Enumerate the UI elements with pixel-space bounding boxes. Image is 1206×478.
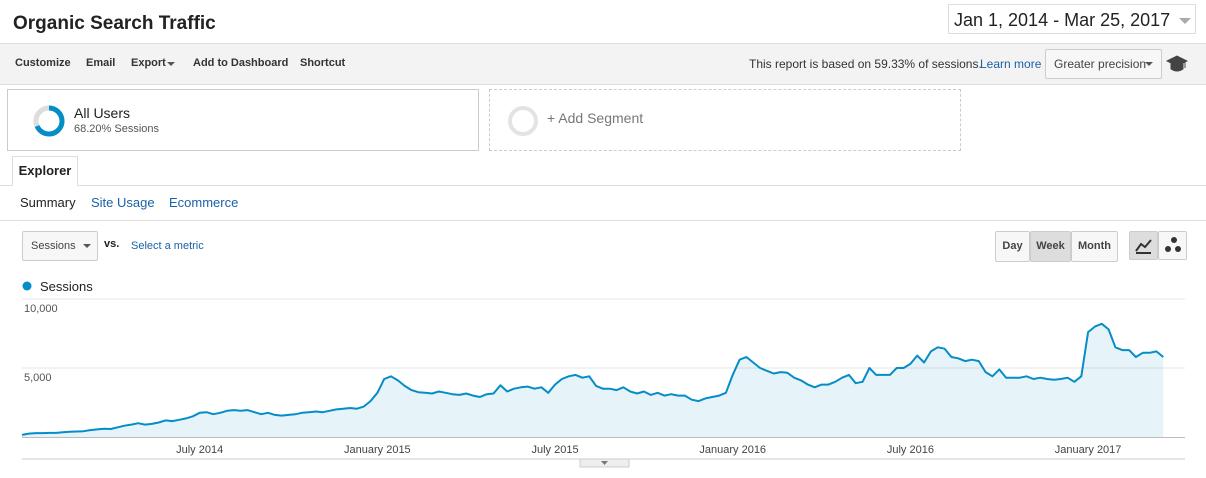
add-segment-label: + Add Segment bbox=[547, 110, 644, 126]
legend-swatch bbox=[22, 281, 32, 291]
donut-arc bbox=[33, 105, 65, 137]
subtab[interactable]: Site Usage bbox=[91, 195, 155, 210]
icon-shape bbox=[1171, 237, 1177, 243]
line-chart-button[interactable] bbox=[1129, 231, 1158, 260]
icon-shape bbox=[1135, 239, 1152, 254]
precision-label: Greater precision bbox=[1054, 57, 1147, 71]
divider bbox=[0, 220, 1206, 221]
toolbar-button[interactable]: Customize bbox=[15, 57, 71, 69]
toolbar bbox=[0, 43, 1206, 85]
bubble-icon bbox=[1165, 237, 1181, 252]
toolbar-button[interactable]: Email bbox=[86, 57, 116, 69]
segment-donut bbox=[33, 105, 65, 137]
icon-shape bbox=[1165, 246, 1171, 252]
granularity-button[interactable]: Month bbox=[1071, 231, 1118, 262]
select-metric-link[interactable]: Select a metric bbox=[131, 240, 204, 252]
legend-label: Sessions bbox=[40, 279, 93, 294]
sampling-note: This report is based on 59.33% of sessio… bbox=[749, 57, 982, 71]
toolbar-button[interactable]: Shortcut bbox=[300, 57, 346, 69]
x-tick-label: January 2017 bbox=[1055, 444, 1122, 456]
toolbar-button[interactable]: Add to Dashboard bbox=[193, 57, 289, 69]
metric-label: Sessions bbox=[31, 240, 76, 252]
subtab[interactable]: Summary bbox=[20, 195, 76, 210]
chart: Sessions 5,000 10,000 July 2014 January 2015… bbox=[21, 279, 1185, 468]
toolbar-button[interactable]: Export bbox=[131, 57, 166, 69]
expand-arrow bbox=[601, 461, 608, 465]
date-range[interactable]: Jan 1, 2014 - Mar 25, 2017 bbox=[948, 4, 1196, 34]
report-title: Organic Search Traffic bbox=[13, 13, 216, 34]
x-tick-label: July 2015 bbox=[531, 444, 578, 456]
segment-card[interactable]: All Users 68.20% Sessions bbox=[7, 89, 479, 151]
granularity-button[interactable]: Week bbox=[1030, 231, 1071, 262]
vs-label: vs. bbox=[104, 238, 120, 250]
hat-shape bbox=[1166, 55, 1188, 72]
segment-placeholder bbox=[508, 106, 538, 136]
x-tick-label: January 2015 bbox=[344, 444, 411, 456]
motion-chart-button[interactable] bbox=[1158, 231, 1187, 260]
x-tick-label: January 2016 bbox=[699, 444, 766, 456]
segment-detail: 68.20% Sessions bbox=[74, 123, 159, 135]
y-tick-label: 10,000 bbox=[24, 303, 58, 315]
segment-name: All Users bbox=[74, 105, 131, 121]
x-tick-label: July 2016 bbox=[887, 444, 934, 456]
x-tick-label: July 2014 bbox=[176, 444, 223, 456]
dropdown-arrow bbox=[83, 244, 91, 252]
learn-more-link[interactable]: Learn more bbox=[980, 57, 1042, 71]
precision-select[interactable]: Greater precision bbox=[1045, 49, 1162, 79]
dropdown-arrow bbox=[167, 62, 175, 70]
metric-select[interactable]: Sessions bbox=[22, 231, 98, 261]
line bbox=[21, 322, 1164, 436]
area bbox=[22, 323, 1164, 437]
y-tick-label: 5,000 bbox=[24, 372, 52, 384]
divider bbox=[0, 185, 1206, 186]
dropdown-arrow bbox=[1145, 62, 1153, 70]
icon-shape bbox=[1175, 246, 1181, 252]
placeholder-ring bbox=[508, 106, 538, 136]
subtab[interactable]: Ecommerce bbox=[169, 195, 239, 210]
line-icon bbox=[1135, 239, 1152, 254]
granularity-button[interactable]: Day bbox=[995, 231, 1030, 262]
add-segment[interactable]: + Add Segment bbox=[489, 89, 961, 151]
explorer-tab[interactable]: Explorer bbox=[12, 156, 78, 186]
hat-icon[interactable] bbox=[1166, 55, 1188, 73]
